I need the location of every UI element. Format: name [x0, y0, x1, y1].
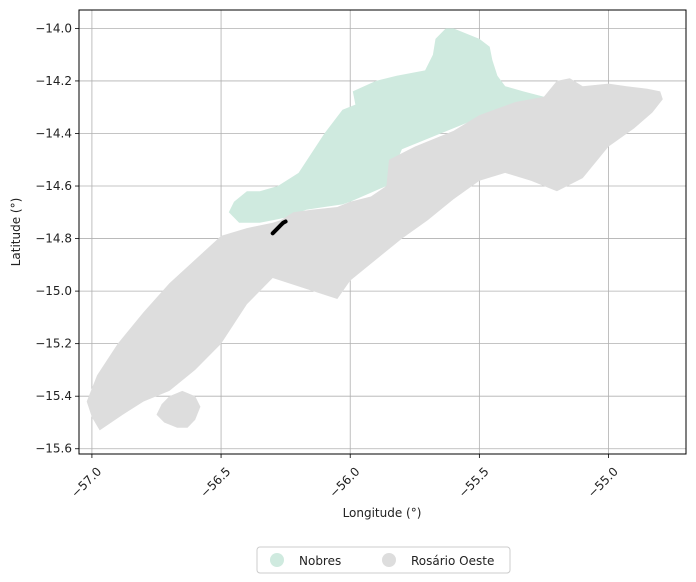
y-tick-label: −14.4 [35, 126, 72, 140]
y-tick-label: −15.0 [35, 284, 72, 298]
y-tick-label: −15.2 [35, 337, 72, 351]
region-rosario-oeste [156, 390, 201, 428]
trace [270, 219, 288, 236]
regions [86, 28, 663, 431]
y-axis-ticks: −14.0 −14.2 −14.4 −14.6 −14.8 −15.0 −15.2 −15.4… [35, 21, 79, 456]
trace-line [270, 219, 288, 236]
y-tick-label: −14.0 [35, 21, 72, 35]
region-rosario-oeste [86, 78, 663, 431]
plot-area [78, 9, 687, 455]
legend-label-nobres: Nobres [299, 554, 341, 568]
legend-marker-rosario-oeste [382, 553, 396, 567]
x-axis-label: Longitude (°) [343, 506, 422, 520]
legend-label-rosario-oeste: Rosário Oeste [411, 554, 494, 568]
y-tick-label: −14.8 [35, 232, 72, 246]
y-tick-label: −14.2 [35, 74, 72, 88]
y-tick-label: −14.6 [35, 179, 72, 193]
y-axis-label: Latitude (°) [9, 198, 23, 267]
legend: Nobres Rosário Oeste [256, 546, 511, 574]
legend-marker-nobres [270, 553, 284, 567]
y-tick-label: −15.4 [35, 389, 72, 403]
axes-frame [78, 9, 687, 455]
region-nobres [228, 28, 557, 223]
y-tick-label: −15.6 [35, 442, 72, 456]
